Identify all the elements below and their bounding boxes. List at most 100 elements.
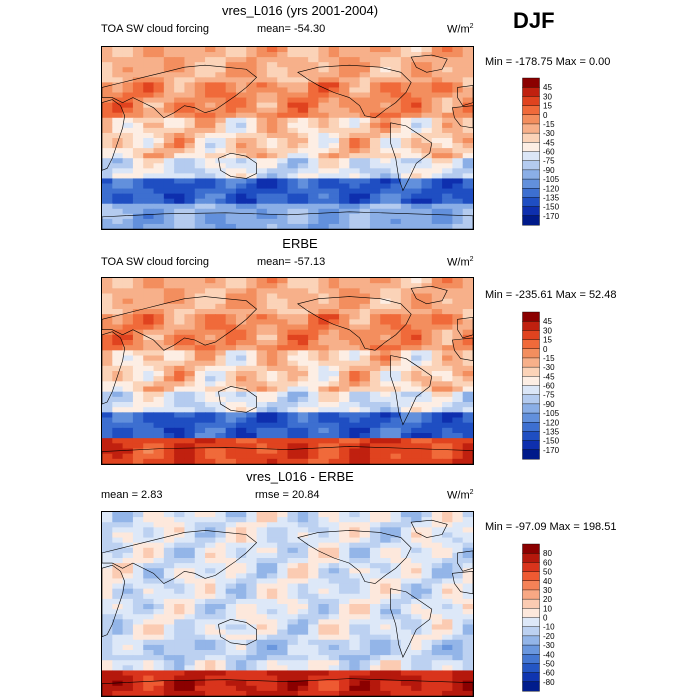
map-cell	[421, 324, 433, 331]
map-cell	[287, 132, 299, 139]
map-cell	[184, 552, 196, 559]
map-cell	[132, 278, 144, 284]
map-cell	[349, 396, 361, 403]
map-cell	[369, 47, 381, 53]
map-cell	[266, 573, 278, 579]
map-cell	[163, 107, 175, 114]
map-cell	[163, 168, 175, 174]
map-cell	[112, 77, 124, 83]
map-cell	[442, 77, 453, 83]
map-cell	[122, 360, 134, 367]
map-cell	[277, 391, 289, 398]
map-cell	[359, 153, 371, 159]
map-cell	[174, 443, 185, 450]
colorbar-tick-label: -15	[543, 120, 555, 129]
map-cell	[421, 650, 433, 656]
map-cell	[256, 132, 268, 139]
map-cell	[380, 122, 392, 129]
map-cell	[153, 319, 165, 326]
map-cell	[246, 148, 258, 154]
map-cell	[205, 319, 216, 326]
map-cell	[369, 303, 381, 310]
map-cell	[122, 329, 134, 336]
coastline	[457, 316, 473, 339]
map-cell	[184, 87, 196, 94]
map-cell	[390, 102, 402, 109]
map-cell	[225, 345, 237, 351]
map-cell	[462, 685, 473, 692]
map-cell	[153, 660, 165, 666]
map-cell	[266, 77, 278, 83]
map-cell	[225, 433, 237, 439]
map-cell	[308, 82, 319, 88]
map-cell	[215, 568, 227, 574]
map-cell	[132, 402, 144, 408]
map-cell	[297, 360, 309, 367]
units-superscript: 2	[469, 256, 474, 263]
map-cell	[266, 675, 278, 682]
map-cell	[339, 329, 350, 336]
map-cell	[328, 193, 340, 200]
map-cell	[287, 381, 299, 388]
map-cell	[277, 675, 289, 682]
map-cell	[349, 552, 361, 559]
map-cell	[308, 522, 319, 528]
map-cell	[369, 443, 381, 450]
map-cell	[359, 158, 371, 164]
map-cell	[287, 522, 299, 528]
map-cell	[308, 365, 319, 372]
map-cell	[369, 57, 381, 63]
map-cell	[349, 680, 361, 687]
map-cell	[277, 412, 289, 419]
map-cell	[411, 223, 422, 229]
map-cell	[184, 614, 196, 620]
map-cell	[421, 122, 433, 129]
map-cell	[400, 329, 412, 336]
map-cell	[184, 173, 196, 179]
map-cell	[339, 350, 350, 357]
map-cell	[359, 427, 371, 434]
map-cell	[205, 173, 216, 179]
map-cell	[256, 386, 268, 393]
map-cell	[132, 614, 144, 620]
map-cell	[163, 417, 175, 424]
map-cell	[400, 402, 412, 408]
map-cell	[194, 178, 206, 185]
colorbar-tick-label: -30	[543, 363, 555, 372]
map-cell	[256, 517, 268, 523]
map-cell	[462, 690, 473, 696]
map-cell	[256, 396, 268, 403]
map-cell	[442, 198, 453, 205]
map-cell	[143, 143, 155, 149]
map-cell	[256, 522, 268, 528]
map-cell	[380, 396, 392, 403]
map-cell	[442, 148, 453, 154]
map-cell	[431, 422, 443, 429]
map-cell	[359, 87, 371, 94]
map-cell	[102, 517, 113, 523]
map-cell	[380, 522, 392, 528]
map-cell	[163, 163, 175, 169]
map-cell	[174, 660, 185, 666]
map-cell	[431, 443, 443, 450]
map-cell	[112, 117, 124, 124]
map-cell	[390, 303, 402, 310]
colorbar-tick-label: -90	[543, 166, 555, 175]
map-cell	[143, 97, 155, 104]
map-cell	[246, 183, 258, 190]
map-cell	[390, 433, 402, 439]
map-cell	[163, 218, 175, 225]
map-cell	[452, 583, 464, 590]
map-cell	[163, 371, 175, 377]
map-cell	[112, 453, 124, 460]
map-cell	[339, 365, 350, 372]
map-cell	[339, 588, 350, 595]
map-cell	[359, 381, 371, 388]
map-cell	[349, 298, 361, 305]
map-cell	[235, 77, 247, 83]
map-cell	[225, 547, 237, 554]
map-cell	[462, 537, 473, 544]
map-cell	[287, 593, 299, 600]
map-cell	[163, 563, 175, 569]
map-cell	[266, 52, 278, 58]
